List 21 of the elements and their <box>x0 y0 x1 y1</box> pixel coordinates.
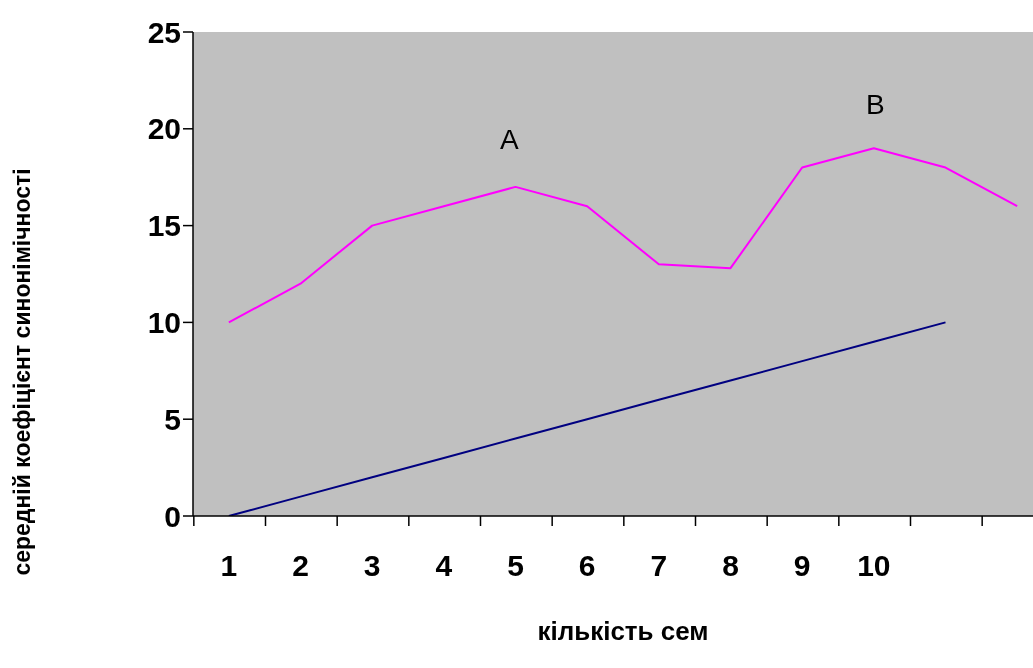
x-tick-label: 8 <box>722 549 739 582</box>
x-tick-label: 4 <box>435 549 453 582</box>
line-series <box>227 147 1019 324</box>
x-tick-label: 2 <box>292 549 309 582</box>
y-axis-title: середній коефіцієнт синонімічності <box>9 168 35 576</box>
x-tick-label: 1 <box>220 549 238 582</box>
y-tick-label: 25 <box>147 15 181 49</box>
x-tick-label: 7 <box>650 549 668 582</box>
annotation: B <box>866 89 885 121</box>
x-tick-label: 5 <box>507 549 524 582</box>
y-tick-label: 0 <box>164 499 181 533</box>
y-tick-label: 10 <box>147 306 181 340</box>
x-tick-label: 10 <box>857 549 891 582</box>
y-tick-label: 20 <box>147 112 181 146</box>
x-axis-title: кількість сем <box>537 616 709 646</box>
y-tick-label: 5 <box>164 402 181 436</box>
x-tick-label: 6 <box>578 549 596 582</box>
annotation: A <box>500 124 519 156</box>
x-tick-label: 9 <box>793 549 811 582</box>
x-tick-label: 3 <box>363 549 381 582</box>
y-tick-label: 15 <box>147 209 181 243</box>
